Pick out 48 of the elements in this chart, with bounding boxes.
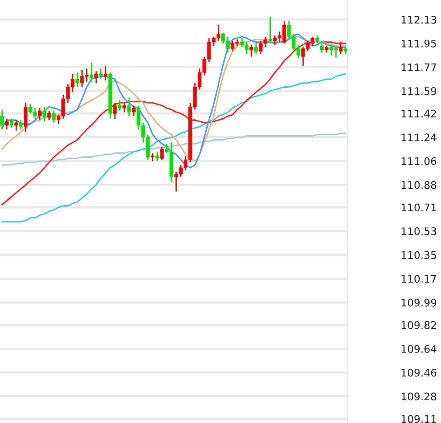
candlestick <box>76 72 80 88</box>
candlestick <box>5 118 9 130</box>
y-tick-label: 111.42 <box>402 110 436 118</box>
candlestick <box>19 120 24 130</box>
y-tick-label: 109.64 <box>402 345 437 354</box>
candlestick <box>113 102 118 120</box>
candlestick <box>268 16 272 44</box>
y-tick-label: 110.17 <box>402 275 436 284</box>
candlestick <box>24 102 28 133</box>
y-tick-label: 111.77 <box>402 64 436 72</box>
candlestick <box>94 70 98 84</box>
y-tick-label: 111.06 <box>402 157 437 166</box>
candlestick <box>38 108 42 121</box>
candlestick <box>132 105 136 117</box>
line-series <box>2 73 346 223</box>
y-tick-label: 111.59 <box>402 87 436 96</box>
candlestick <box>254 42 258 55</box>
candlestick <box>250 44 254 58</box>
candlestick <box>10 118 14 129</box>
y-tick-label: 110.71 <box>402 204 436 212</box>
y-tick-label: 109.28 <box>402 392 437 401</box>
y-tick-label: 110.35 <box>402 251 436 260</box>
candlestick <box>118 100 122 112</box>
candlestick <box>122 102 126 113</box>
y-tick-label: 110.53 <box>402 228 436 236</box>
candlestick <box>150 152 155 162</box>
y-tick-label: 109.11 <box>402 415 436 423</box>
candlestick <box>52 110 56 124</box>
candlestick <box>99 68 103 80</box>
y-tick-label: 109.99 <box>402 298 436 307</box>
candlestick <box>14 120 18 132</box>
candlestick <box>320 42 324 54</box>
candlestick <box>339 42 343 55</box>
candlestick <box>48 110 52 121</box>
candlestick <box>160 146 164 161</box>
candlestick <box>90 62 94 83</box>
y-tick-label: 109.82 <box>402 321 436 330</box>
y-tick-label: 111.24 <box>402 134 437 142</box>
y-tick-label: 109.46 <box>402 368 437 377</box>
y-tick-label: 110.88 <box>402 181 437 190</box>
candlestick <box>104 65 108 82</box>
y-tick-label: 111.95 <box>402 40 436 48</box>
line-series <box>2 132 346 166</box>
candlestick <box>42 106 47 122</box>
y-tick-label: 112.13 <box>402 16 436 24</box>
candlestick <box>156 151 160 162</box>
candlestick <box>127 97 132 117</box>
candlestick <box>0 109 4 130</box>
